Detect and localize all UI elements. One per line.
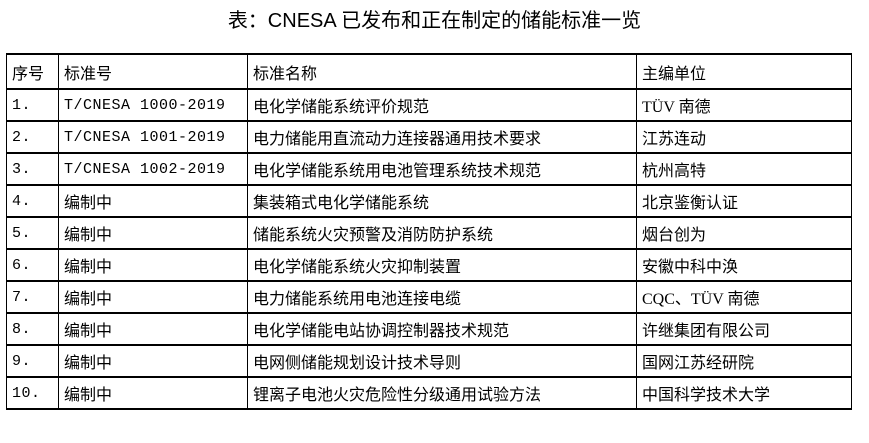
cell-editor-unit: TÜV 南德 <box>636 88 852 122</box>
table-row: 4. 编制中 集装箱式电化学储能系统 北京鉴衡认证 <box>6 184 852 218</box>
cell-serial: 1. <box>6 88 59 122</box>
cell-standard-name: 电化学储能系统火灾抑制装置 <box>247 248 637 282</box>
cell-serial: 7. <box>6 280 59 314</box>
cell-standard-name: 集装箱式电化学储能系统 <box>247 184 637 218</box>
header-cell-standard-no: 标准号 <box>58 53 248 90</box>
header-cell-standard-name: 标准名称 <box>247 53 637 90</box>
header-cell-editor-unit: 主编单位 <box>636 53 852 90</box>
cell-standard-no: 编制中 <box>58 344 248 378</box>
cell-serial: 8. <box>6 312 59 346</box>
cell-editor-unit: 杭州高特 <box>636 152 852 186</box>
table-row: 9. 编制中 电网侧储能规划设计技术导则 国网江苏经研院 <box>6 344 852 378</box>
cell-standard-no: 编制中 <box>58 216 248 250</box>
standards-table: 序号 标准号 标准名称 主编单位 1. T/CNESA 1000-2019 电化… <box>6 53 852 410</box>
cell-serial: 2. <box>6 120 59 154</box>
cell-standard-no: 编制中 <box>58 248 248 282</box>
cell-serial: 10. <box>6 376 59 410</box>
cell-editor-unit: 烟台创为 <box>636 216 852 250</box>
cell-standard-name: 电化学储能电站协调控制器技术规范 <box>247 312 637 346</box>
cell-editor-unit: 安徽中科中涣 <box>636 248 852 282</box>
cell-editor-unit: 江苏连动 <box>636 120 852 154</box>
cell-standard-no: 编制中 <box>58 184 248 218</box>
table-row: 8. 编制中 电化学储能电站协调控制器技术规范 许继集团有限公司 <box>6 312 852 346</box>
cell-editor-unit: 北京鉴衡认证 <box>636 184 852 218</box>
header-cell-serial: 序号 <box>6 53 59 90</box>
cell-editor-unit: CQC、TÜV 南德 <box>636 280 852 314</box>
cell-serial: 3. <box>6 152 59 186</box>
cell-editor-unit: 国网江苏经研院 <box>636 344 852 378</box>
cell-standard-no: T/CNESA 1000-2019 <box>58 88 248 122</box>
cell-standard-name: 电力储能用直流动力连接器通用技术要求 <box>247 120 637 154</box>
cell-serial: 5. <box>6 216 59 250</box>
table-row: 5. 编制中 储能系统火灾预警及消防防护系统 烟台创为 <box>6 216 852 250</box>
table-row: 1. T/CNESA 1000-2019 电化学储能系统评价规范 TÜV 南德 <box>6 88 852 122</box>
cell-editor-unit: 许继集团有限公司 <box>636 312 852 346</box>
header-row: 序号 标准号 标准名称 主编单位 <box>6 53 852 90</box>
cell-standard-name: 锂离子电池火灾危险性分级通用试验方法 <box>247 376 637 410</box>
cell-standard-name: 电网侧储能规划设计技术导则 <box>247 344 637 378</box>
table-row: 10. 编制中 锂离子电池火灾危险性分级通用试验方法 中国科学技术大学 <box>6 376 852 410</box>
cell-standard-no: T/CNESA 1002-2019 <box>58 152 248 186</box>
table-row: 6. 编制中 电化学储能系统火灾抑制装置 安徽中科中涣 <box>6 248 852 282</box>
table-title: 表：CNESA 已发布和正在制定的储能标准一览 <box>227 10 642 32</box>
table-row: 3. T/CNESA 1002-2019 电化学储能系统用电池管理系统技术规范 … <box>6 152 852 186</box>
cell-standard-name: 电化学储能系统评价规范 <box>247 88 637 122</box>
cell-standard-no: 编制中 <box>58 280 248 314</box>
table-row: 2. T/CNESA 1001-2019 电力储能用直流动力连接器通用技术要求 … <box>6 120 852 154</box>
cell-standard-name: 电化学储能系统用电池管理系统技术规范 <box>247 152 637 186</box>
cell-serial: 9. <box>6 344 59 378</box>
cell-editor-unit: 中国科学技术大学 <box>636 376 852 410</box>
cell-standard-name: 储能系统火灾预警及消防防护系统 <box>247 216 637 250</box>
cell-standard-name: 电力储能系统用电池连接电缆 <box>247 280 637 314</box>
cell-standard-no: 编制中 <box>58 312 248 346</box>
table-row: 7. 编制中 电力储能系统用电池连接电缆 CQC、TÜV 南德 <box>6 280 852 314</box>
cell-standard-no: T/CNESA 1001-2019 <box>58 120 248 154</box>
cell-serial: 6. <box>6 248 59 282</box>
cell-standard-no: 编制中 <box>58 376 248 410</box>
cell-serial: 4. <box>6 184 59 218</box>
